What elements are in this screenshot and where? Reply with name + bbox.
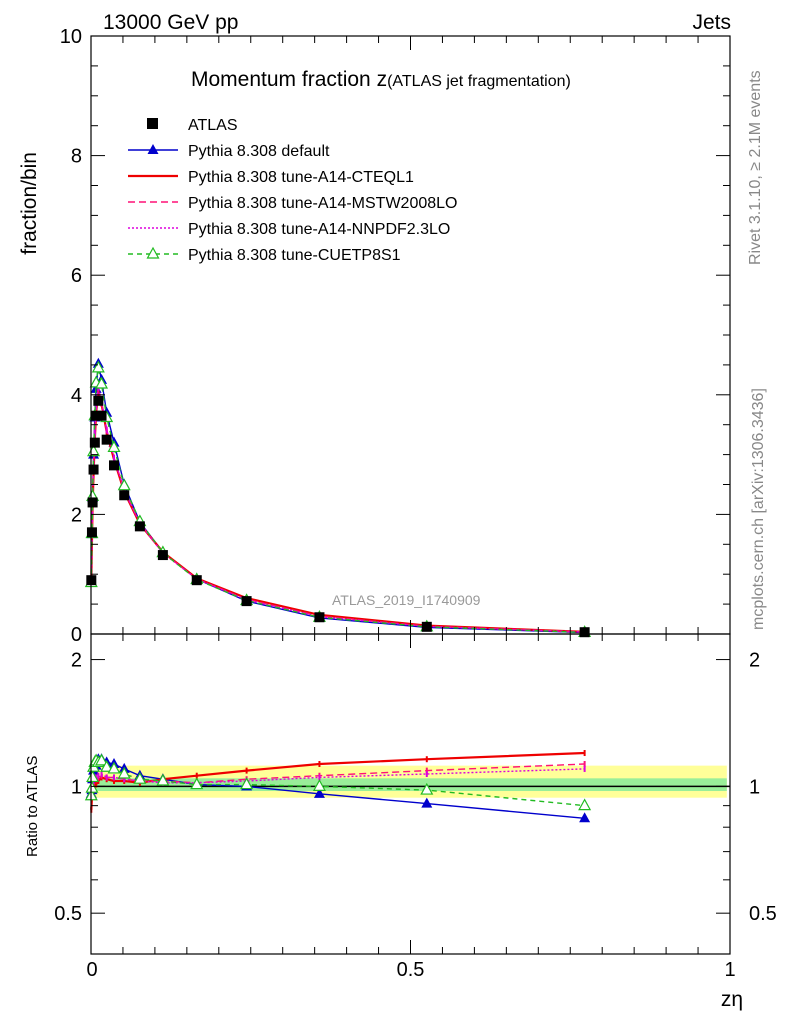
- legend-marker: [146, 246, 160, 259]
- ratio-data-point: [190, 777, 204, 790]
- main-data-point: [96, 410, 107, 421]
- legend-item: ATLAS: [147, 117, 238, 134]
- main-ytick-label: 4: [71, 385, 82, 407]
- main-data-point: [191, 575, 202, 586]
- ratio-ylabel: Ratio to ATLAS: [24, 756, 41, 857]
- ratio-ytick-label-right: 2: [749, 650, 760, 672]
- main-data-point: [86, 527, 97, 538]
- ratio-data-point: [85, 780, 99, 793]
- main-data-point: [119, 490, 130, 501]
- main-data-point: [89, 437, 100, 448]
- ratio-ytick-label-right: 0.5: [749, 903, 777, 925]
- main-data-point: [91, 360, 105, 373]
- ratio-ytick-label: 1: [71, 776, 82, 798]
- main-data-point: [579, 627, 590, 638]
- legend-label: ATLAS: [188, 117, 238, 134]
- main-ytick-label: 6: [71, 265, 82, 287]
- main-data-point: [241, 596, 252, 607]
- legend: ATLAS Pythia 8.308 default Pythia 8.308 tu…: [128, 117, 457, 264]
- main-ytick-label: 0: [71, 624, 82, 646]
- ratio-data-point: [133, 771, 147, 784]
- ratio-data-point: [107, 761, 121, 774]
- legend-label: Pythia 8.308 tune-CUETP8S1: [188, 247, 401, 264]
- main-title: Momentum fraction z(ATLAS jet fragmentat…: [191, 68, 571, 91]
- ratio-panel: Ratio to ATLAS 0.5 0.5 1 1 2 2 0 0.5 1 zη: [24, 633, 777, 1011]
- main-ytick-label: 2: [71, 504, 82, 526]
- ratio-data-point: [86, 770, 100, 783]
- ratio-data-point: [420, 782, 434, 795]
- header-left-label: 13000 GeV pp: [103, 11, 238, 34]
- legend-item: Pythia 8.308 tune-A14-CTEQL1: [128, 169, 414, 186]
- main-ylabel: fraction/bin: [18, 152, 41, 255]
- main-title-sub: (ATLAS jet fragmentation): [387, 73, 571, 90]
- ratio-data-point: [117, 766, 131, 779]
- main-data-point: [157, 550, 168, 561]
- legend-item: Pythia 8.308 default: [128, 143, 330, 160]
- main-ytick-label: 8: [71, 146, 82, 168]
- analysis-watermark: ATLAS_2019_I1740909: [332, 592, 481, 608]
- main-data-point: [88, 464, 99, 475]
- main-series-line: [90, 367, 585, 634]
- main-data-point: [87, 497, 98, 508]
- ratio-data-point: [421, 797, 433, 808]
- ratio-ytick-label: 2: [71, 650, 82, 672]
- main-data-point: [93, 395, 104, 406]
- x-axis-label: zη: [721, 988, 743, 1011]
- header-right-label: Jets: [692, 11, 731, 34]
- legend-item: Pythia 8.308 tune-CUETP8S1: [128, 246, 401, 264]
- main-data-point: [314, 612, 325, 623]
- legend-label: Pythia 8.308 tune-A14-MSTW2008LO: [188, 195, 457, 212]
- main-data-point: [91, 410, 102, 421]
- legend-label: Pythia 8.308 tune-A14-NNPDF2.3LO: [188, 221, 450, 238]
- main-data-point: [134, 521, 145, 532]
- legend-item: Pythia 8.308 tune-A14-MSTW2008LO: [128, 195, 457, 212]
- main-title-main: Momentum fraction z: [191, 68, 387, 91]
- main-frame: [90, 35, 731, 635]
- legend-item: Pythia 8.308 tune-A14-NNPDF2.3LO: [128, 221, 450, 238]
- legend-marker: [147, 118, 158, 129]
- rivet-version-label: Rivet 3.1.10, ≥ 2.1M events: [747, 70, 764, 265]
- legend-label: Pythia 8.308 tune-A14-CTEQL1: [188, 169, 414, 186]
- mcplots-label: mcplots.cern.ch [arXiv:1306.3436]: [750, 388, 767, 630]
- main-series: [86, 395, 590, 638]
- main-ytick-label: 10: [60, 26, 82, 48]
- ratio-ytick-label-right: 1: [749, 776, 760, 798]
- ratio-data-point: [240, 777, 254, 790]
- x-tick-label: 0.5: [397, 959, 425, 981]
- x-tick-label: 1: [724, 959, 735, 981]
- main-data-point: [117, 478, 131, 491]
- ratio-data-point: [579, 812, 591, 823]
- ratio-series: [84, 753, 592, 811]
- main-data-point: [109, 460, 120, 471]
- ratio-data-point: [578, 798, 592, 811]
- ratio-data-point: [100, 760, 114, 772]
- main-panel: fraction/bin Momentum fraction z(ATLAS j…: [18, 26, 731, 646]
- ratio-data-point: [313, 787, 325, 798]
- ratio-data-point: [156, 773, 170, 786]
- ratio-data-point: [95, 753, 109, 766]
- main-data-point: [421, 621, 432, 632]
- x-tick-label: 0: [86, 959, 97, 981]
- legend-marker: [147, 144, 159, 154]
- ratio-data-point: [312, 779, 326, 791]
- main-data-point: [101, 434, 112, 445]
- ratio-ytick-label: 0.5: [54, 903, 82, 925]
- legend-label: Pythia 8.308 default: [188, 143, 330, 160]
- main-data-point: [95, 376, 109, 389]
- main-data-point: [107, 440, 121, 453]
